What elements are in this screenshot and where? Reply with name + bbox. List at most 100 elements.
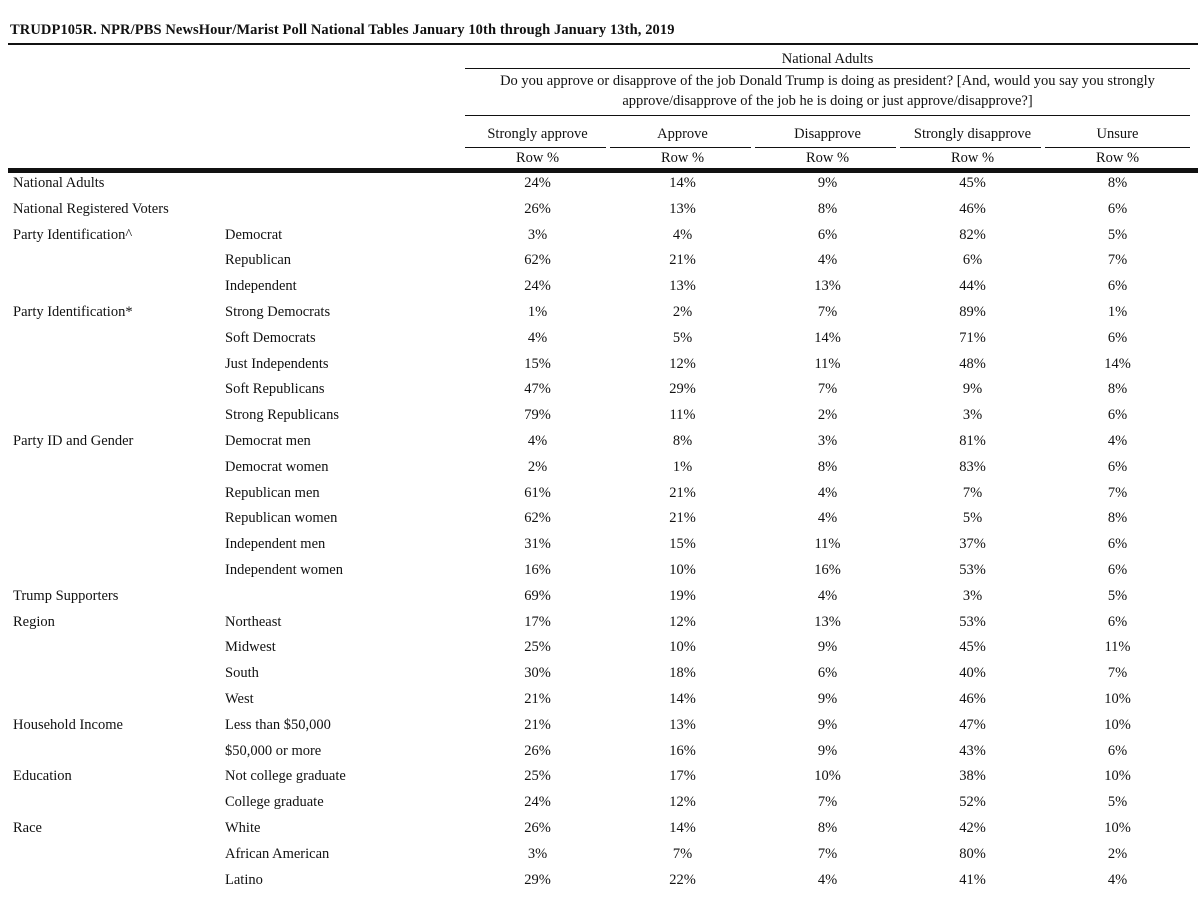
column-header-unsure: Unsure <box>1096 126 1139 142</box>
value-cell: 4% <box>1107 433 1128 449</box>
value-cell: 7% <box>1107 484 1128 501</box>
group-header: National Adults <box>781 51 874 67</box>
value-cell: 17% <box>524 613 551 630</box>
row-subgroup-label: Strong Republicans <box>225 407 339 424</box>
value-cell: 83% <box>959 458 986 475</box>
value-cell: 22% <box>669 871 696 888</box>
value-cell: 42% <box>959 820 986 836</box>
value-cell: 10% <box>814 768 841 785</box>
table-row: National Registered Voters 26% 13% 8% 46% 6% <box>0 201 1200 227</box>
row-subgroup-label: Strong Democrats <box>225 304 331 320</box>
value-cell: 16% <box>669 742 696 759</box>
value-cell: 4% <box>527 433 548 449</box>
value-cell: 2% <box>817 407 838 424</box>
question-rule <box>465 115 1190 116</box>
value-cell: 1% <box>672 458 693 475</box>
value-cell: 6% <box>1107 742 1128 759</box>
row-subgroup-label: Just Independents <box>225 355 329 372</box>
value-cell: 7% <box>817 794 838 811</box>
value-cell: 18% <box>669 665 696 682</box>
table-row: South 30% 18% 6% 40% 7% <box>0 665 1200 691</box>
row-group-label: Race <box>13 820 42 836</box>
value-cell: 25% <box>524 639 551 656</box>
value-cell: 53% <box>959 613 986 630</box>
value-cell: 43% <box>959 742 986 759</box>
table-row: Independent women 16% 10% 16% 53% 6% <box>0 562 1200 588</box>
value-cell: 1% <box>527 304 548 320</box>
table-row: Race White 26% 14% 8% 42% 10% <box>0 820 1200 846</box>
value-cell: 52% <box>959 794 986 811</box>
value-cell: 2% <box>527 458 548 475</box>
value-cell: 29% <box>524 871 551 888</box>
row-subgroup-label: Midwest <box>225 639 276 656</box>
row-group-label: Party Identification* <box>13 304 133 320</box>
value-cell: 9% <box>962 381 983 398</box>
table-row: Trump Supporters 69% 19% 4% 3% 5% <box>0 588 1200 614</box>
table-row: African American 3% 7% 7% 80% 2% <box>0 846 1200 872</box>
row-subgroup-label: White <box>225 820 261 836</box>
value-cell: 14% <box>1104 355 1131 372</box>
value-cell: 82% <box>959 226 986 243</box>
value-cell: 1% <box>1107 304 1128 320</box>
value-cell: 9% <box>817 716 838 733</box>
row-group-label: Party ID and Gender <box>13 433 134 449</box>
row-subgroup-label: $50,000 or more <box>225 742 322 759</box>
row-subgroup-label: Democrat women <box>225 458 329 475</box>
table-row: Republican women 62% 21% 4% 5% 8% <box>0 510 1200 536</box>
table-row: Region Northeast 17% 12% 13% 53% 6% <box>0 614 1200 640</box>
value-cell: 4% <box>817 484 838 501</box>
value-cell: 30% <box>524 665 551 682</box>
value-cell: 11% <box>814 536 841 553</box>
column-subheader: Row % <box>660 150 705 166</box>
value-cell: 38% <box>959 768 986 785</box>
value-cell: 2% <box>672 304 693 320</box>
table-row: West 21% 14% 9% 46% 10% <box>0 691 1200 717</box>
row-subgroup-label: Soft Republicans <box>225 381 325 398</box>
value-cell: 81% <box>959 433 986 449</box>
table-row: National Adults 24% 14% 9% 45% 8% <box>0 175 1200 201</box>
value-cell: 79% <box>524 407 551 424</box>
value-cell: 7% <box>672 845 693 862</box>
value-cell: 10% <box>669 562 696 578</box>
value-cell: 13% <box>669 278 696 295</box>
value-cell: 10% <box>1104 691 1131 707</box>
value-cell: 8% <box>1107 175 1128 191</box>
value-cell: 9% <box>817 175 838 191</box>
row-subgroup-label: African American <box>225 845 330 862</box>
column-subheader: Row % <box>1095 150 1140 166</box>
value-cell: 6% <box>962 252 983 269</box>
value-cell: 4% <box>817 252 838 269</box>
value-cell: 10% <box>1104 768 1131 785</box>
column-header-approve: Approve <box>657 126 708 142</box>
value-cell: 8% <box>1107 510 1128 527</box>
value-cell: 5% <box>962 510 983 527</box>
value-cell: 7% <box>817 381 838 398</box>
column-rule <box>1045 147 1190 148</box>
value-cell: 16% <box>524 562 551 578</box>
title-rule <box>8 43 1198 45</box>
table-title: TRUDP105R. NPR/PBS NewsHour/Marist Poll … <box>10 22 675 38</box>
table-row: Republican 62% 21% 4% 6% 7% <box>0 252 1200 278</box>
question-line-2: approve/disapprove of the job he is doin… <box>622 93 1033 109</box>
value-cell: 7% <box>1107 252 1128 269</box>
table-row: Household Income Less than $50,000 21% 13% 9… <box>0 717 1200 743</box>
table-row: Education Not college graduate 25% 17% 10% 38… <box>0 768 1200 794</box>
value-cell: 4% <box>817 871 838 888</box>
value-cell: 41% <box>959 871 986 888</box>
value-cell: 17% <box>669 768 696 785</box>
value-cell: 8% <box>817 458 838 475</box>
column-header-strongly-disapprove: Strongly disapprove <box>913 126 1032 142</box>
value-cell: 6% <box>1107 200 1128 217</box>
value-cell: 7% <box>817 845 838 862</box>
value-cell: 6% <box>1107 329 1128 346</box>
table-row: Soft Republicans 47% 29% 7% 9% 8% <box>0 381 1200 407</box>
value-cell: 26% <box>524 742 551 759</box>
value-cell: 4% <box>527 329 548 346</box>
value-cell: 46% <box>959 200 986 217</box>
value-cell: 21% <box>524 716 551 733</box>
value-cell: 21% <box>524 691 551 707</box>
value-cell: 26% <box>524 200 551 217</box>
row-subgroup-label: Independent <box>225 278 297 295</box>
value-cell: 6% <box>1107 278 1128 295</box>
table-row: College graduate 24% 12% 7% 52% 5% <box>0 794 1200 820</box>
